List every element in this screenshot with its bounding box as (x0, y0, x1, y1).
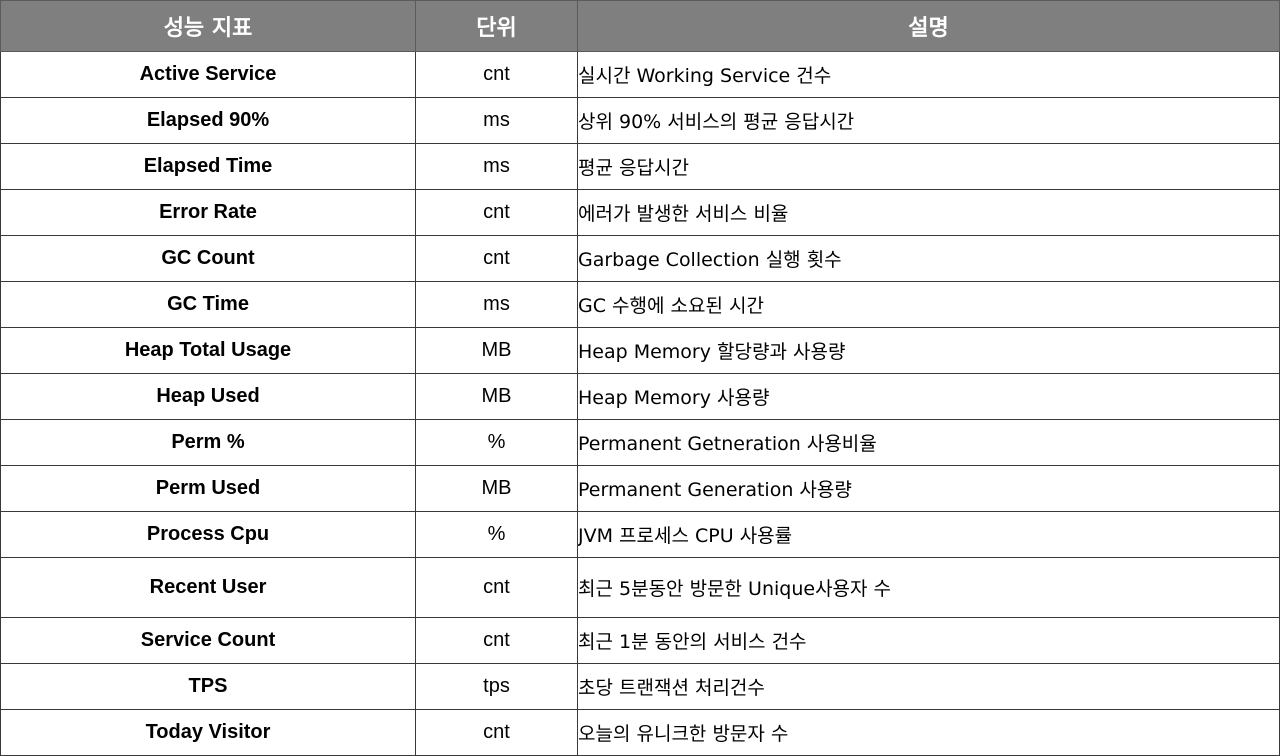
metric-unit: % (415, 511, 578, 558)
metric-name: Heap Total Usage (0, 327, 416, 374)
metric-description: Garbage Collection 실행 횟수 (577, 235, 1280, 282)
metric-unit: % (415, 419, 578, 466)
metric-description: GC 수행에 소요된 시간 (577, 281, 1280, 328)
metric-description: 최근 1분 동안의 서비스 건수 (577, 617, 1280, 664)
table-row: Service Count cnt 최근 1분 동안의 서비스 건수 (0, 617, 1280, 664)
metric-name: Perm % (0, 419, 416, 466)
metric-name: TPS (0, 663, 416, 710)
metric-unit: MB (415, 465, 578, 512)
header-description: 설명 (577, 0, 1280, 52)
metric-description: Permanent Generation 사용량 (577, 465, 1280, 512)
table-body: Active Service cnt 실시간 Working Service 건… (0, 51, 1280, 756)
metric-name: Today Visitor (0, 709, 416, 756)
metric-name: Elapsed Time (0, 143, 416, 190)
table-row: Heap Total Usage MB Heap Memory 할당량과 사용량 (0, 327, 1280, 374)
metric-unit: cnt (415, 557, 578, 618)
table-row: Elapsed Time ms 평균 응답시간 (0, 143, 1280, 190)
metric-unit: cnt (415, 709, 578, 756)
table-row: Active Service cnt 실시간 Working Service 건… (0, 51, 1280, 98)
metric-unit: ms (415, 281, 578, 328)
metric-description: JVM 프로세스 CPU 사용률 (577, 511, 1280, 558)
metric-description: Heap Memory 사용량 (577, 373, 1280, 420)
metric-name: Heap Used (0, 373, 416, 420)
metric-name: Process Cpu (0, 511, 416, 558)
table-row: Today Visitor cnt 오늘의 유니크한 방문자 수 (0, 709, 1280, 756)
metric-unit: ms (415, 97, 578, 144)
metric-description: 오늘의 유니크한 방문자 수 (577, 709, 1280, 756)
table-row: Elapsed 90% ms 상위 90% 서비스의 평균 응답시간 (0, 97, 1280, 144)
metric-description: 초당 트랜잭션 처리건수 (577, 663, 1280, 710)
table-header: 성능 지표 단위 설명 (0, 0, 1280, 52)
metric-description: Permanent Getneration 사용비율 (577, 419, 1280, 466)
table-row: Perm % % Permanent Getneration 사용비율 (0, 419, 1280, 466)
metric-unit: tps (415, 663, 578, 710)
metric-description: 실시간 Working Service 건수 (577, 51, 1280, 98)
header-metric: 성능 지표 (0, 0, 416, 52)
table-row: Recent User cnt 최근 5분동안 방문한 Unique사용자 수 (0, 557, 1280, 618)
metric-description: 에러가 발생한 서비스 비율 (577, 189, 1280, 236)
table-row: GC Count cnt Garbage Collection 실행 횟수 (0, 235, 1280, 282)
metric-unit: MB (415, 327, 578, 374)
metric-unit: MB (415, 373, 578, 420)
metric-description: 상위 90% 서비스의 평균 응답시간 (577, 97, 1280, 144)
table-row: Perm Used MB Permanent Generation 사용량 (0, 465, 1280, 512)
metric-name: Recent User (0, 557, 416, 618)
metric-unit: cnt (415, 617, 578, 664)
metric-name: Service Count (0, 617, 416, 664)
metric-unit: cnt (415, 235, 578, 282)
metric-description: 평균 응답시간 (577, 143, 1280, 190)
table-row: Process Cpu % JVM 프로세스 CPU 사용률 (0, 511, 1280, 558)
metric-unit: cnt (415, 189, 578, 236)
table-row: Error Rate cnt 에러가 발생한 서비스 비율 (0, 189, 1280, 236)
table-row: Heap Used MB Heap Memory 사용량 (0, 373, 1280, 420)
metric-name: GC Time (0, 281, 416, 328)
table-row: GC Time ms GC 수행에 소요된 시간 (0, 281, 1280, 328)
metric-name: Error Rate (0, 189, 416, 236)
metric-unit: ms (415, 143, 578, 190)
metric-name: Perm Used (0, 465, 416, 512)
header-unit: 단위 (415, 0, 578, 52)
metric-name: Active Service (0, 51, 416, 98)
table-row: TPS tps 초당 트랜잭션 처리건수 (0, 663, 1280, 710)
metric-unit: cnt (415, 51, 578, 98)
metric-name: GC Count (0, 235, 416, 282)
metric-name: Elapsed 90% (0, 97, 416, 144)
header-row: 성능 지표 단위 설명 (0, 0, 1280, 52)
metric-description: Heap Memory 할당량과 사용량 (577, 327, 1280, 374)
metric-description: 최근 5분동안 방문한 Unique사용자 수 (577, 557, 1280, 618)
